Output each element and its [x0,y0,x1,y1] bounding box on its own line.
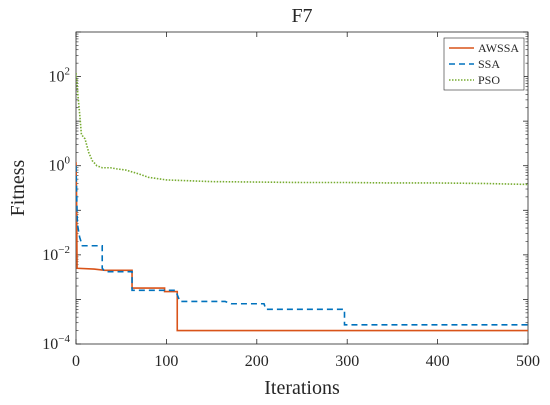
y-tick-label: 10−2 [42,244,70,264]
legend-label-ssa: SSA [478,57,500,71]
x-axis-label: Iterations [264,377,340,399]
series-line-awssa [76,162,528,332]
chart-title: F7 [291,5,312,27]
plot-layer: 0 100 200 300 400 500 10−4 10−2 100 102 F7 Iteratio… [7,5,540,399]
y-tick-label: 100 [49,155,71,175]
y-tick-label: 10−4 [42,333,70,353]
x-tick-label: 100 [154,353,178,370]
x-tick-label: 400 [426,353,450,370]
legend-label-pso: PSO [478,73,500,87]
x-tick-label: 500 [516,353,540,370]
legend-box [443,37,525,91]
series-line-pso [76,72,528,186]
y-axis-label: Fitness [7,159,29,216]
x-tick-label: 200 [245,353,269,370]
x-tick-label: 0 [72,353,80,370]
series-lines [76,72,528,332]
series-line-ssa [76,165,528,326]
x-tick-label: 300 [335,353,359,370]
y-tick-label: 102 [49,66,71,86]
legend-label-awssa: AWSSA [478,41,519,55]
